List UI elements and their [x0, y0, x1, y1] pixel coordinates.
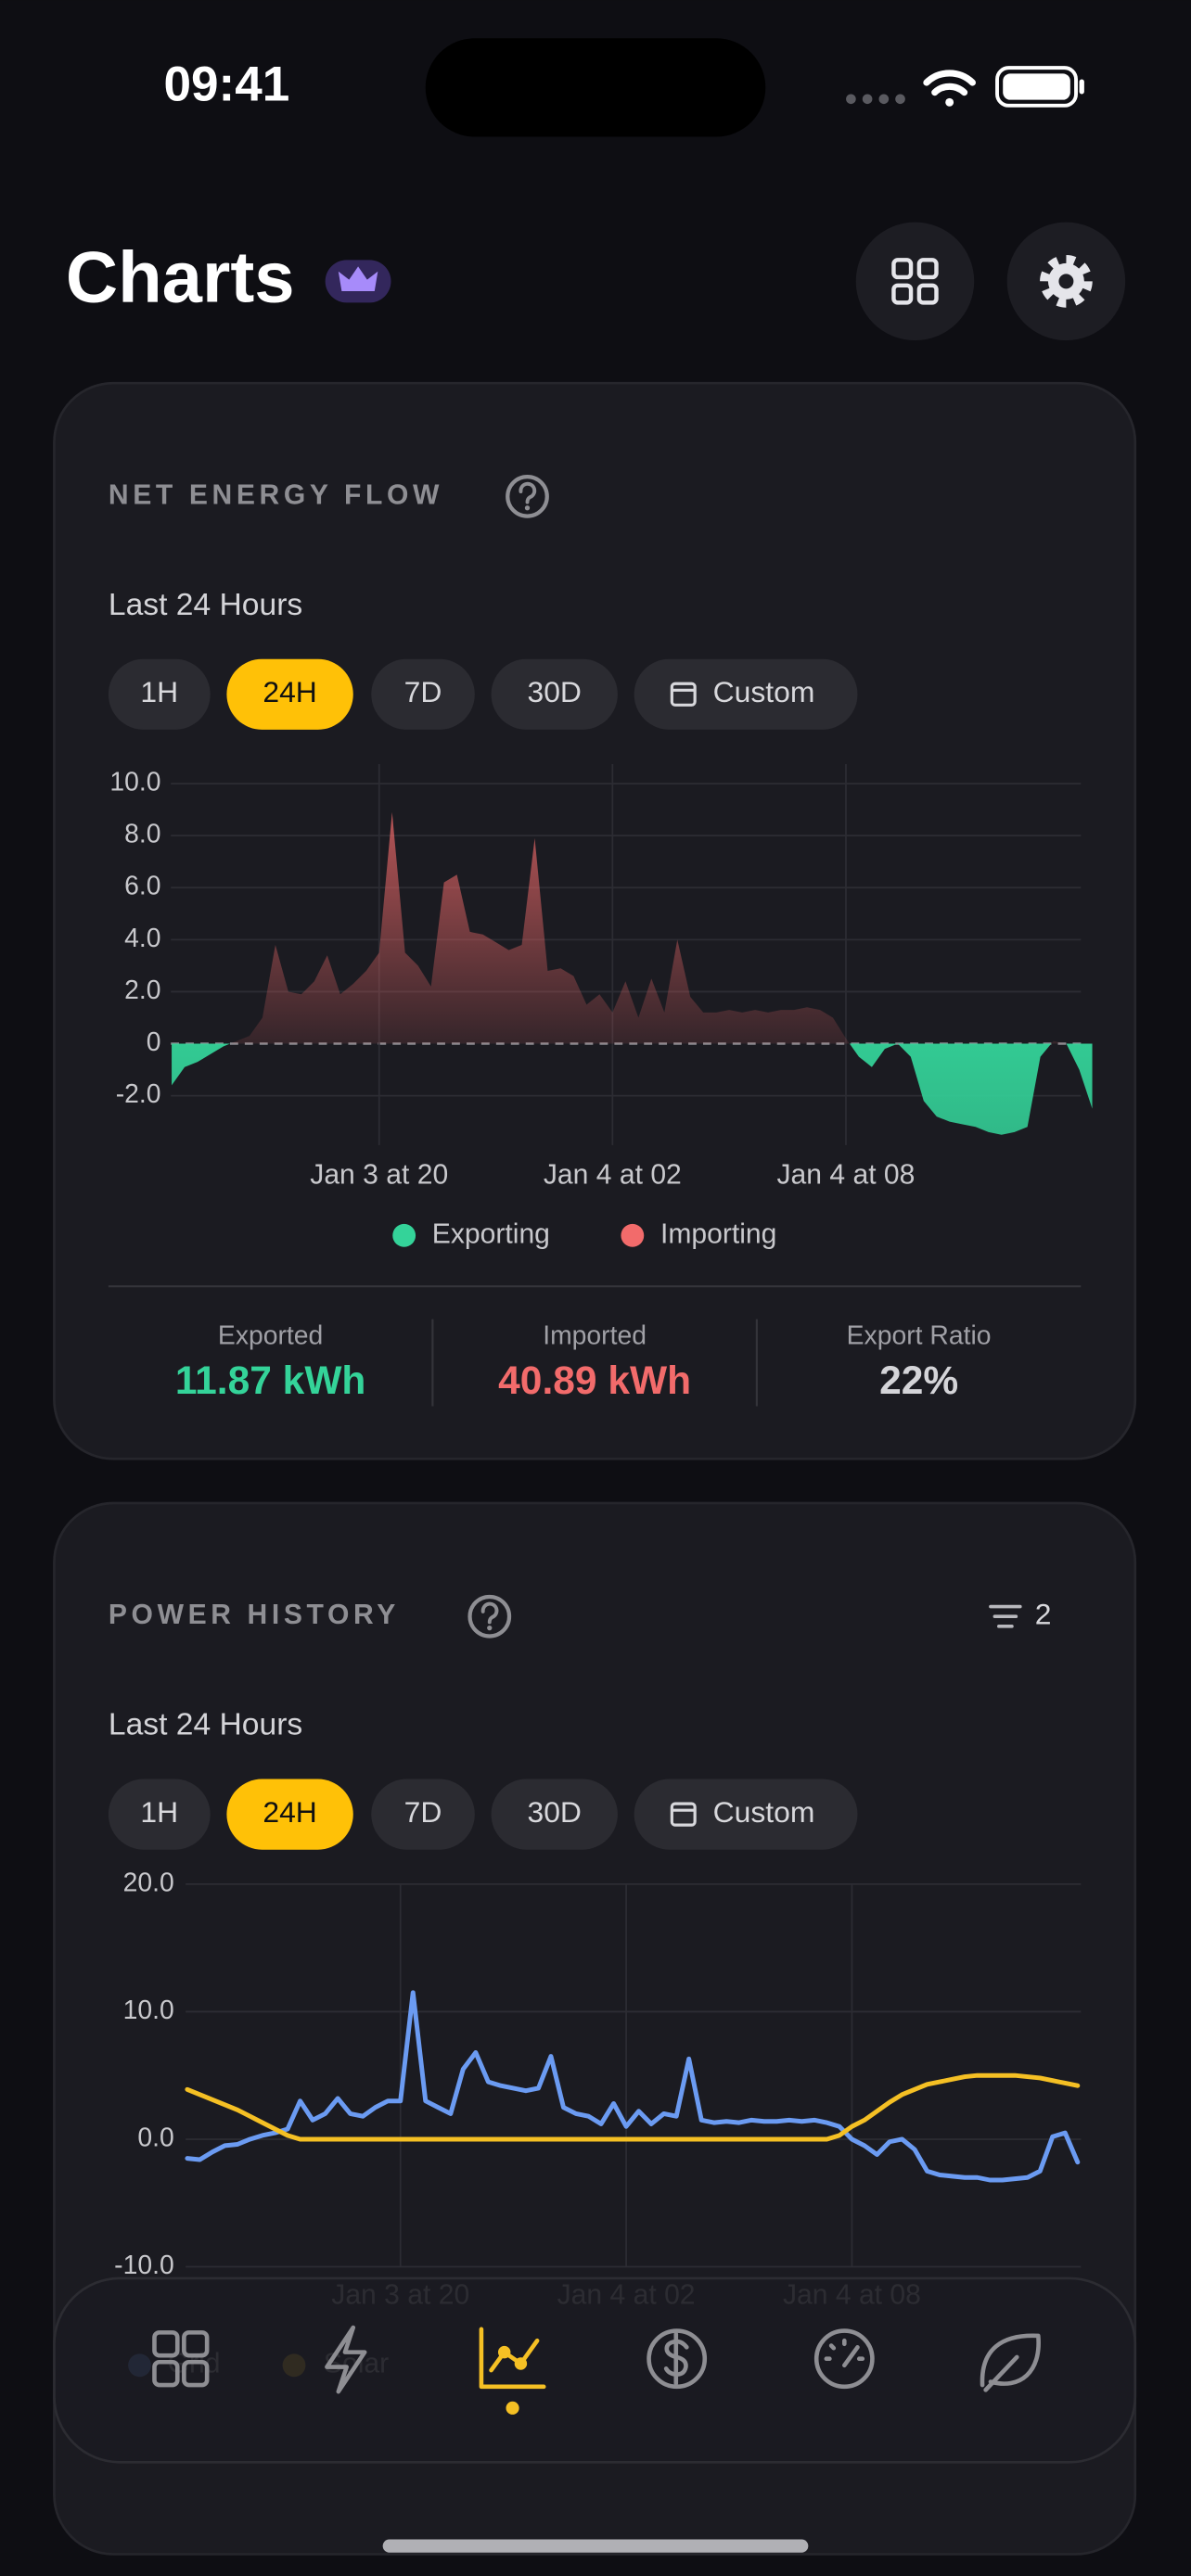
range-chip-label: Custom: [713, 675, 815, 708]
range-chip[interactable]: [226, 1779, 353, 1850]
signal-dots: [846, 94, 905, 105]
range-chip[interactable]: [108, 658, 211, 730]
tab-charts[interactable]: [479, 2327, 546, 2390]
series-line: [185, 2072, 1081, 2142]
y-tick-label: 4.0: [124, 924, 160, 953]
range-chip-label: 24H: [263, 675, 316, 708]
range-chip-label: 1H: [140, 675, 178, 708]
stat-label: Imported: [543, 1321, 647, 1351]
dynamic-island: [425, 38, 766, 137]
legend-dot: [392, 1223, 416, 1247]
help-icon-dot: [487, 1625, 493, 1631]
legend-dot: [621, 1223, 645, 1247]
y-tick-label: 10.0: [123, 1996, 174, 2025]
gear-icon: [1040, 255, 1093, 308]
stat-label: Export Ratio: [847, 1321, 992, 1351]
subtitle: Last 24 Hours: [109, 588, 302, 622]
x-tick-label: Jan 4 at 02: [544, 1160, 682, 1191]
tab-dashboard[interactable]: [152, 2330, 210, 2388]
tab-gauge[interactable]: [813, 2328, 875, 2390]
y-tick-label: -2.0: [116, 1079, 161, 1109]
x-tick-label: Jan 4 at 08: [776, 1160, 915, 1191]
legend-label: Exporting: [432, 1218, 550, 1249]
layout-icon: [891, 258, 939, 305]
help-icon: [480, 1601, 499, 1625]
range-chip-label: 7D: [404, 675, 442, 708]
help-icon-dot: [524, 505, 531, 511]
legend-label: Importing: [660, 1218, 776, 1249]
y-tick-label: 8.0: [124, 820, 160, 849]
range-chip[interactable]: [371, 1779, 475, 1850]
help-button[interactable]: [467, 1594, 512, 1639]
stat-value: 11.87 kWh: [175, 1359, 366, 1403]
filter-count: 2: [1035, 1598, 1052, 1631]
range-chip-label: 30D: [527, 1795, 581, 1829]
stat-label: Exported: [218, 1321, 323, 1351]
range-chip-label: 24H: [263, 1795, 316, 1829]
crown-icon: [338, 266, 378, 291]
status-time: 09:41: [163, 57, 289, 111]
stat-value: 22%: [879, 1359, 958, 1403]
y-tick-label: -10.0: [114, 2251, 174, 2280]
tab-costs[interactable]: [647, 2328, 708, 2390]
card-title: POWER HISTORY: [109, 1600, 400, 1630]
y-tick-label: 10.0: [109, 768, 160, 797]
y-tick-label: 0.0: [137, 2123, 173, 2152]
battery-icon: [995, 66, 1084, 108]
help-icon: [519, 481, 537, 504]
card-title: NET ENERGY FLOW: [109, 479, 443, 510]
y-tick-label: 20.0: [123, 1868, 174, 1897]
x-tick-label: Jan 3 at 20: [310, 1160, 448, 1191]
range-chip[interactable]: [491, 658, 618, 730]
range-chip[interactable]: [634, 1779, 858, 1850]
tab-eco[interactable]: [980, 2333, 1041, 2392]
net-energy-card: [53, 381, 1137, 1460]
y-tick-label: 6.0: [124, 872, 160, 901]
range-chip[interactable]: [491, 1779, 618, 1850]
net-flow-area: [172, 811, 1093, 1135]
y-tick-label: 2.0: [124, 976, 160, 1005]
calendar-icon: [670, 1802, 697, 1827]
range-chip-label: Custom: [713, 1795, 815, 1829]
range-chip[interactable]: [226, 658, 353, 730]
series-line: [185, 1990, 1081, 2183]
tab-power[interactable]: [325, 2325, 367, 2394]
layout-button[interactable]: [855, 222, 975, 341]
range-chip-label: 30D: [527, 675, 581, 708]
range-chip[interactable]: [108, 1779, 211, 1850]
home-indicator: [382, 2539, 809, 2553]
subtitle: Last 24 Hours: [109, 1708, 302, 1742]
y-tick-label: 0: [147, 1027, 161, 1057]
wifi-icon: [923, 70, 976, 107]
range-chip[interactable]: [634, 658, 858, 730]
range-chip[interactable]: [371, 658, 475, 730]
range-chip-label: 1H: [140, 1795, 178, 1829]
help-button[interactable]: [506, 474, 549, 518]
tab-active-dot: [506, 2401, 519, 2415]
range-chip-label: 7D: [404, 1795, 442, 1829]
tab-bar: [53, 2276, 1137, 2464]
calendar-icon: [670, 682, 697, 707]
stat-value: 40.89 kWh: [498, 1359, 691, 1403]
page-title: Charts: [66, 236, 295, 318]
